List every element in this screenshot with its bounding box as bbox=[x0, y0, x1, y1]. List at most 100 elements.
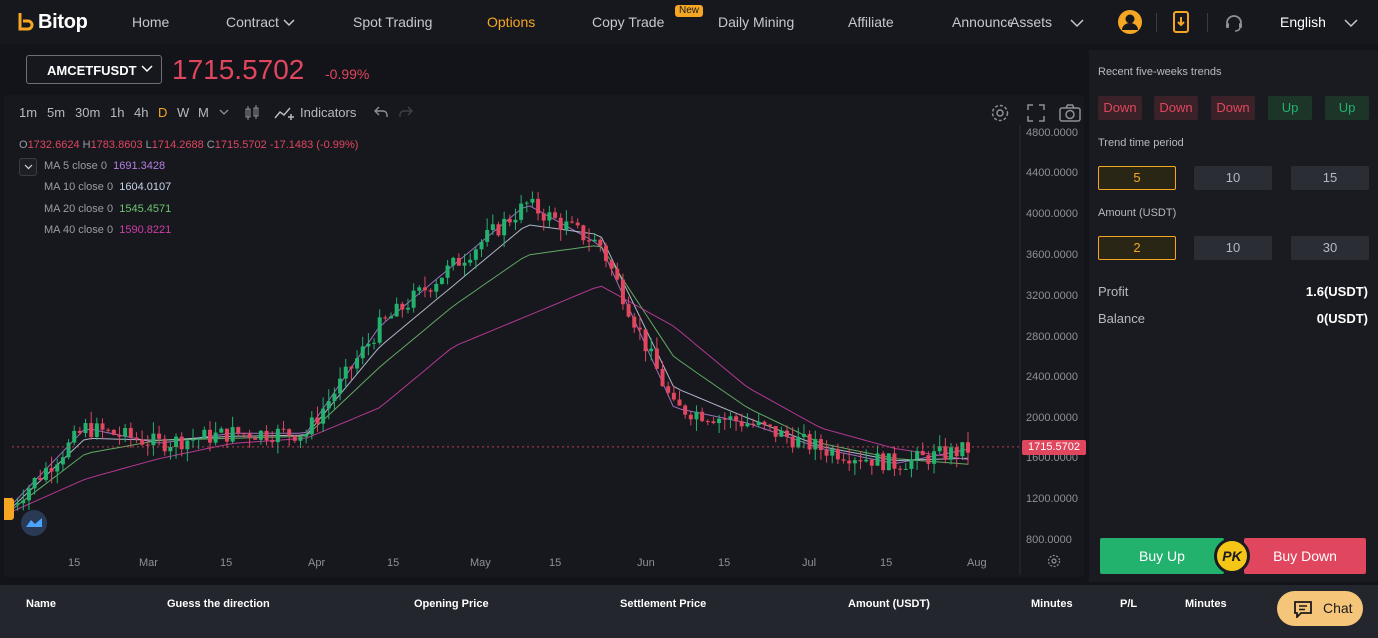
interval-m[interactable]: M bbox=[198, 105, 209, 120]
chevron-down-icon[interactable] bbox=[219, 109, 229, 116]
nav-contract-label: Contract bbox=[226, 14, 279, 30]
ohlc-legend: O1732.6624 H1783.8603 L1714.2688 C1715.5… bbox=[19, 139, 359, 151]
nav-announcements[interactable]: Announcements bbox=[952, 14, 1012, 30]
amount-option-30[interactable]: 30 bbox=[1291, 236, 1369, 260]
nav-spot-trading[interactable]: Spot Trading bbox=[353, 14, 433, 30]
candle-body bbox=[134, 437, 139, 440]
candle-body bbox=[456, 257, 461, 266]
indicators-icon[interactable] bbox=[274, 105, 296, 121]
candlestick-chart[interactable] bbox=[4, 95, 1084, 577]
candle-body bbox=[338, 378, 343, 394]
candle-body bbox=[813, 439, 818, 450]
candle-body bbox=[309, 417, 314, 435]
time-axis-tick: Jun bbox=[637, 557, 655, 569]
nav-home[interactable]: Home bbox=[132, 14, 170, 30]
candle-body bbox=[564, 221, 569, 230]
candle-body bbox=[264, 430, 269, 441]
buy-up-button[interactable]: Buy Up bbox=[1100, 538, 1224, 574]
time-axis-tick: Mar bbox=[139, 557, 158, 569]
ma-collapse-toggle[interactable] bbox=[19, 158, 37, 176]
ma10-value: 1604.0107 bbox=[119, 181, 172, 193]
candle-body bbox=[886, 453, 891, 471]
candle-body bbox=[960, 442, 965, 457]
candle-body bbox=[553, 212, 558, 218]
candle-body bbox=[869, 459, 874, 466]
candle-body bbox=[168, 446, 173, 452]
interval-30m[interactable]: 30m bbox=[75, 105, 101, 120]
time-axis-tick: 15 bbox=[220, 557, 233, 569]
price-chart[interactable]: 1m 5m 30m 1h 4h D W M Indicators O1732.6… bbox=[4, 95, 1086, 577]
amount-option-2[interactable]: 2 bbox=[1098, 236, 1176, 260]
language-selector[interactable]: English bbox=[1280, 14, 1358, 30]
axis-settings-gear-icon[interactable] bbox=[1047, 554, 1061, 568]
nav-assets[interactable]: Assets bbox=[1010, 14, 1084, 30]
amount-option-10[interactable]: 10 bbox=[1194, 236, 1272, 260]
indicators-button[interactable]: Indicators bbox=[300, 105, 357, 120]
nav-assets-label: Assets bbox=[1010, 14, 1053, 30]
candle-body bbox=[83, 423, 88, 434]
nav-copy-trade[interactable]: Copy Trade bbox=[592, 14, 665, 30]
candle-body bbox=[332, 393, 337, 402]
brand-logo[interactable]: Bitop bbox=[18, 10, 88, 34]
candle-body bbox=[637, 327, 642, 330]
fullscreen-icon[interactable] bbox=[1027, 104, 1045, 122]
candle-body bbox=[106, 429, 111, 431]
chat-button[interactable]: Chat bbox=[1277, 591, 1363, 626]
candle-body bbox=[920, 451, 925, 456]
interval-d[interactable]: D bbox=[158, 105, 168, 120]
candle-body bbox=[852, 460, 857, 464]
period-option-10[interactable]: 10 bbox=[1194, 166, 1272, 190]
price-axis-tick: 2000.0000 bbox=[1026, 412, 1078, 424]
redo-icon[interactable] bbox=[399, 106, 413, 118]
period-option-15[interactable]: 15 bbox=[1291, 166, 1369, 190]
interval-4h[interactable]: 4h bbox=[134, 105, 149, 120]
candle-body bbox=[439, 277, 444, 284]
candle-body bbox=[21, 500, 26, 504]
candle-body bbox=[140, 439, 145, 445]
camera-icon[interactable] bbox=[1059, 104, 1081, 122]
nav-affiliate[interactable]: Affiliate bbox=[848, 14, 894, 30]
candle-body bbox=[519, 203, 524, 220]
candle-body bbox=[841, 459, 846, 461]
last-price-tag: 1715.5702 bbox=[1022, 439, 1086, 455]
trend-chip: Down bbox=[1211, 96, 1255, 120]
candle-body bbox=[219, 428, 224, 433]
candle-body bbox=[462, 262, 467, 266]
candle-body bbox=[468, 259, 473, 263]
candle-body bbox=[372, 342, 377, 344]
candle-body bbox=[94, 423, 99, 437]
trading-logo-icon[interactable] bbox=[20, 509, 48, 537]
candle-body bbox=[694, 411, 699, 420]
settings-gear-icon[interactable] bbox=[990, 103, 1010, 123]
candle-body bbox=[298, 436, 303, 441]
candle-body bbox=[451, 257, 456, 266]
candle-body bbox=[304, 434, 309, 437]
undo-icon[interactable] bbox=[374, 106, 388, 118]
deposit-icon[interactable] bbox=[1172, 11, 1190, 33]
scroll-handle[interactable] bbox=[4, 498, 14, 520]
interval-5m[interactable]: 5m bbox=[47, 105, 66, 120]
candle-type-icon[interactable] bbox=[244, 104, 260, 122]
profit-label: Profit bbox=[1098, 284, 1129, 299]
interval-1h[interactable]: 1h bbox=[110, 105, 125, 120]
candle-body bbox=[683, 405, 688, 415]
trend-chip: Down bbox=[1098, 96, 1142, 120]
nav-contract[interactable]: Contract bbox=[226, 14, 295, 30]
support-headset-icon[interactable] bbox=[1224, 12, 1244, 32]
brand-name: Bitop bbox=[38, 10, 88, 33]
chat-label: Chat bbox=[1323, 600, 1353, 616]
candle-body bbox=[77, 430, 82, 434]
buy-down-button[interactable]: Buy Down bbox=[1244, 538, 1366, 574]
nav-options[interactable]: Options bbox=[487, 14, 536, 30]
period-option-5[interactable]: 5 bbox=[1098, 166, 1176, 190]
interval-1m[interactable]: 1m bbox=[19, 105, 38, 120]
user-avatar-icon[interactable] bbox=[1117, 9, 1143, 35]
nav-daily-mining[interactable]: Daily Mining bbox=[718, 14, 795, 30]
balance-label: Balance bbox=[1098, 311, 1145, 326]
interval-w[interactable]: W bbox=[177, 105, 190, 120]
pair-selector[interactable]: AMCETFUSDT bbox=[26, 55, 162, 84]
candle-body bbox=[349, 366, 354, 369]
candle-body bbox=[547, 212, 552, 221]
new-badge: New bbox=[675, 5, 704, 17]
candle-body bbox=[858, 460, 863, 462]
